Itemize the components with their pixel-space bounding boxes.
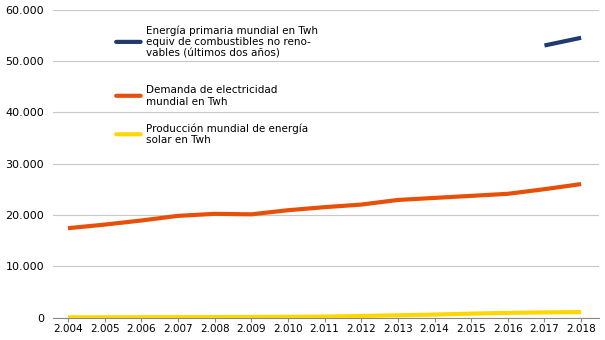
Text: Demanda de electricidad
mundial en Twh: Demanda de electricidad mundial en Twh [146,85,278,106]
Text: Energía primaria mundial en Twh
equiv de combustibles no reno-
vables (últimos d: Energía primaria mundial en Twh equiv de… [146,25,318,59]
Text: Producción mundial de energía
solar en Twh: Producción mundial de energía solar en T… [146,123,309,145]
